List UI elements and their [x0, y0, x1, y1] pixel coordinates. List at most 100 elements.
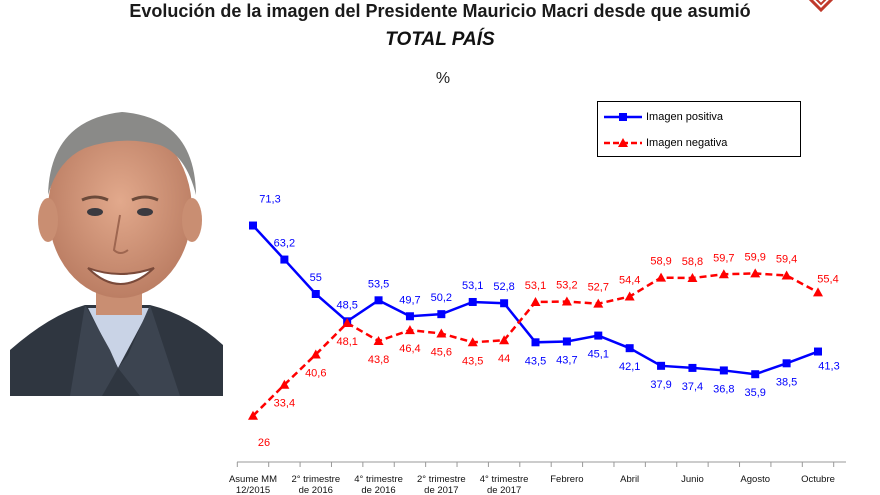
negative-data-label: 53,2: [556, 280, 577, 292]
negative-data-label: 43,5: [462, 355, 483, 367]
negative-point: [279, 379, 290, 389]
negative-data-label: 59,7: [713, 252, 734, 264]
x-axis-ticks: [236, 462, 835, 467]
negative-point: [499, 335, 510, 345]
positive-point: [625, 344, 634, 353]
x-tick-label: 4° trimestre de 2017: [480, 474, 529, 495]
positive-data-label: 41,3: [818, 361, 839, 373]
negative-data-label: 59,4: [776, 254, 797, 266]
negative-point: [781, 270, 792, 280]
legend-label-positive: Imagen positiva: [646, 111, 724, 123]
legend-line-triangle-icon: [604, 138, 642, 147]
negative-point: [687, 273, 698, 283]
positive-point: [437, 310, 446, 319]
unit-label: %: [435, 70, 451, 87]
positive-data-label: 50,2: [431, 292, 452, 304]
legend-label-negative: Imagen negativa: [646, 137, 728, 149]
x-tick-label: Abril: [620, 474, 639, 485]
negative-point: [530, 296, 541, 306]
president-portrait: [10, 112, 223, 396]
positive-data-label: 49,7: [399, 294, 420, 306]
positive-point: [751, 370, 760, 379]
positive-data-label: 45,1: [588, 349, 609, 361]
negative-point: [467, 337, 478, 347]
negative-point: [248, 410, 258, 420]
series-markers: [248, 221, 823, 420]
brand-logo-icon: [808, 0, 834, 13]
positive-data-label: 38,5: [776, 376, 797, 388]
negative-data-label: 44: [498, 353, 510, 365]
positive-point: [280, 255, 289, 264]
positive-point: [562, 337, 571, 346]
negative-data-label: 55,4: [817, 273, 838, 285]
positive-data-label: 53,5: [368, 278, 389, 290]
positive-point: [500, 299, 509, 308]
positive-data-label: 55: [310, 272, 322, 284]
negative-data-label: 58,9: [650, 256, 671, 268]
negative-data-label: 58,8: [682, 256, 703, 268]
positive-data-label: 35,9: [745, 387, 766, 399]
data-labels: 71,3 63,2 55 48,5 53,5 49,7 50,2 53,1 52,8 43,5 43…: [258, 194, 840, 449]
chart-title: Evolución de la imagen del Presidente Ma…: [129, 1, 751, 21]
x-tick-label: 2° trimestre de 2017: [417, 474, 466, 495]
x-tick-label: Octubre: [801, 474, 835, 485]
legend-item-positive: Imagen positiva: [604, 109, 723, 125]
legend-item-negative: Imagen negativa: [604, 135, 727, 151]
positive-data-label: 36,8: [713, 383, 734, 395]
x-tick-label: Junio: [681, 474, 704, 485]
positive-point: [374, 296, 383, 305]
negative-data-label: 33,4: [274, 398, 295, 410]
negative-point: [436, 328, 447, 338]
positive-point: [688, 363, 697, 372]
negative-data-label: 43,8: [368, 354, 389, 366]
negative-point: [561, 296, 572, 306]
positive-data-label: 71,3: [259, 194, 280, 206]
positive-data-label: 42,1: [619, 361, 640, 373]
positive-point: [719, 366, 728, 375]
positive-data-label: 63,2: [274, 238, 295, 250]
positive-point: [531, 338, 540, 347]
positive-data-label: 43,7: [556, 354, 577, 366]
negative-point: [624, 291, 635, 301]
negative-point: [718, 269, 729, 279]
positive-point: [311, 290, 320, 298]
negative-point: [373, 336, 384, 346]
positive-point: [782, 359, 791, 368]
negative-point: [656, 272, 667, 282]
legend: Imagen positiva Imagen negativa: [597, 101, 801, 157]
negative-point: [813, 287, 823, 297]
positive-data-label: 48,5: [336, 299, 357, 311]
legend-line-square-icon: [604, 113, 642, 121]
negative-data-label: 53,1: [525, 280, 546, 292]
x-tick-label: 2° trimestre de 2016: [291, 474, 340, 495]
negative-point: [310, 349, 321, 359]
negative-data-label: 59,9: [745, 251, 766, 263]
x-tick-label: Agosto: [740, 474, 770, 485]
positive-point: [594, 331, 603, 340]
x-tick-label: Asume MM 12/2015: [229, 474, 277, 495]
positive-data-label: 37,4: [682, 381, 703, 393]
negative-data-label: 46,4: [399, 343, 420, 355]
positive-point: [814, 347, 822, 356]
negative-data-label: 48,1: [336, 336, 357, 348]
positive-point: [405, 312, 414, 321]
negative-data-label: 54,4: [619, 275, 640, 287]
negative-data-label: 26: [258, 437, 270, 449]
negative-point: [342, 317, 353, 327]
x-tick-label: 4° trimestre de 2016: [354, 474, 403, 495]
negative-point: [593, 298, 604, 308]
positive-data-label: 53,1: [462, 280, 483, 292]
positive-data-label: 37,9: [650, 379, 671, 391]
positive-point: [249, 221, 257, 230]
x-axis-labels: Asume MM 12/2015 2° trimestre de 2016 4° tri…: [229, 474, 835, 495]
chart-subtitle: TOTAL PAÍS: [385, 29, 495, 50]
positive-point: [468, 297, 477, 306]
negative-data-label: 52,7: [588, 282, 609, 294]
positive-data-label: 52,8: [493, 281, 514, 293]
negative-data-label: 45,6: [431, 346, 452, 358]
negative-point: [404, 325, 415, 335]
x-tick-label: Febrero: [550, 474, 583, 485]
positive-data-label: 43,5: [525, 355, 546, 367]
negative-data-label: 40,6: [305, 367, 326, 379]
